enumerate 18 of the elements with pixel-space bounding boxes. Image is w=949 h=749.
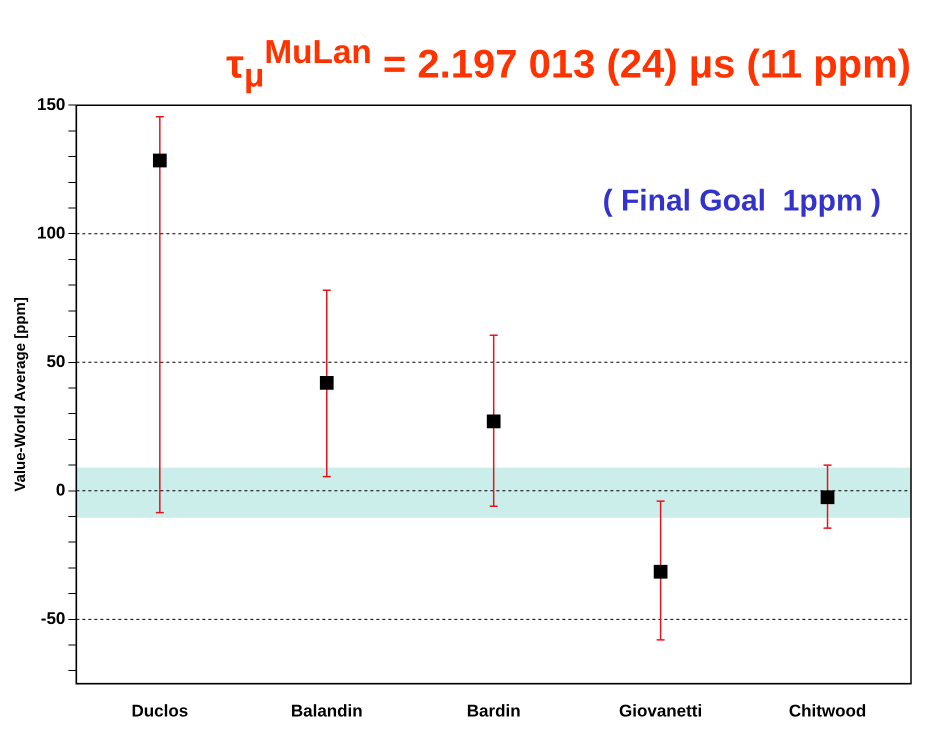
point <box>152 154 167 168</box>
annotation: ( Final Goal 1ppm ) <box>602 184 881 218</box>
y-axis-title: Value-World Average [ppm] <box>12 297 30 492</box>
y-tick-label: 50 <box>46 352 66 371</box>
x-tick-label: Duclos <box>131 701 188 720</box>
point <box>486 414 501 428</box>
y-tick-label: 150 <box>36 94 66 114</box>
point <box>820 490 834 504</box>
point <box>320 376 334 390</box>
y-tick-label: 100 <box>36 223 66 242</box>
y-tick-label: -50 <box>40 609 66 628</box>
x-tick-label: Giovanetti <box>619 701 702 720</box>
point <box>654 564 668 579</box>
x-tick-label: Bardin <box>466 701 521 720</box>
x-tick-label: Balandin <box>290 701 363 720</box>
chart-title: τ$_{μ}$$^{MuLan}$ = 2.197 013 (24) μs (11 ppm) <box>225 33 912 94</box>
x-tick-label: Chitwood <box>788 701 866 720</box>
y-tick-label: 0 <box>56 480 66 500</box>
